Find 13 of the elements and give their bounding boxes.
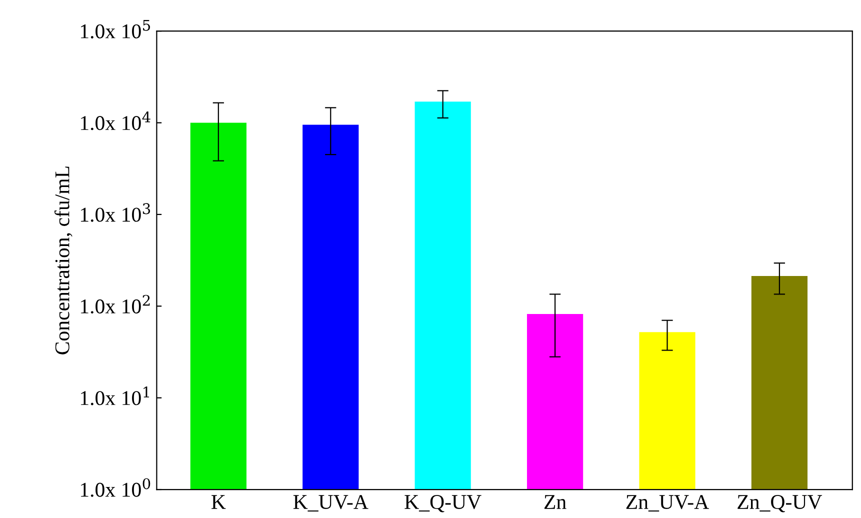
y-tick-label: 1.0x 10$^{0}$ (80, 478, 150, 497)
x-tick-label: K (211, 495, 226, 509)
y-tick-label: 1.0x 10$^{3}$ (80, 203, 150, 222)
y-tick-label: 1.0x 10$^{4}$ (80, 111, 150, 130)
y-tick-label: 1.0x 10$^{2}$ (80, 294, 150, 314)
x-tick-label: Zn_UV-A (626, 495, 709, 512)
x-tick-label: Zn_Q-UV (738, 495, 822, 512)
y-tick-label: 1.0x 10$^{1}$ (80, 386, 150, 406)
x-tick-label: Zn (544, 495, 566, 509)
x-tick-label: K_UV-A (293, 495, 368, 512)
y-axis-title: Concentration, cfu/mL (54, 166, 72, 354)
y-tick-label: 1.0x 10$^{5}$ (80, 20, 150, 38)
x-tick-label: K_Q-UV (404, 495, 482, 512)
